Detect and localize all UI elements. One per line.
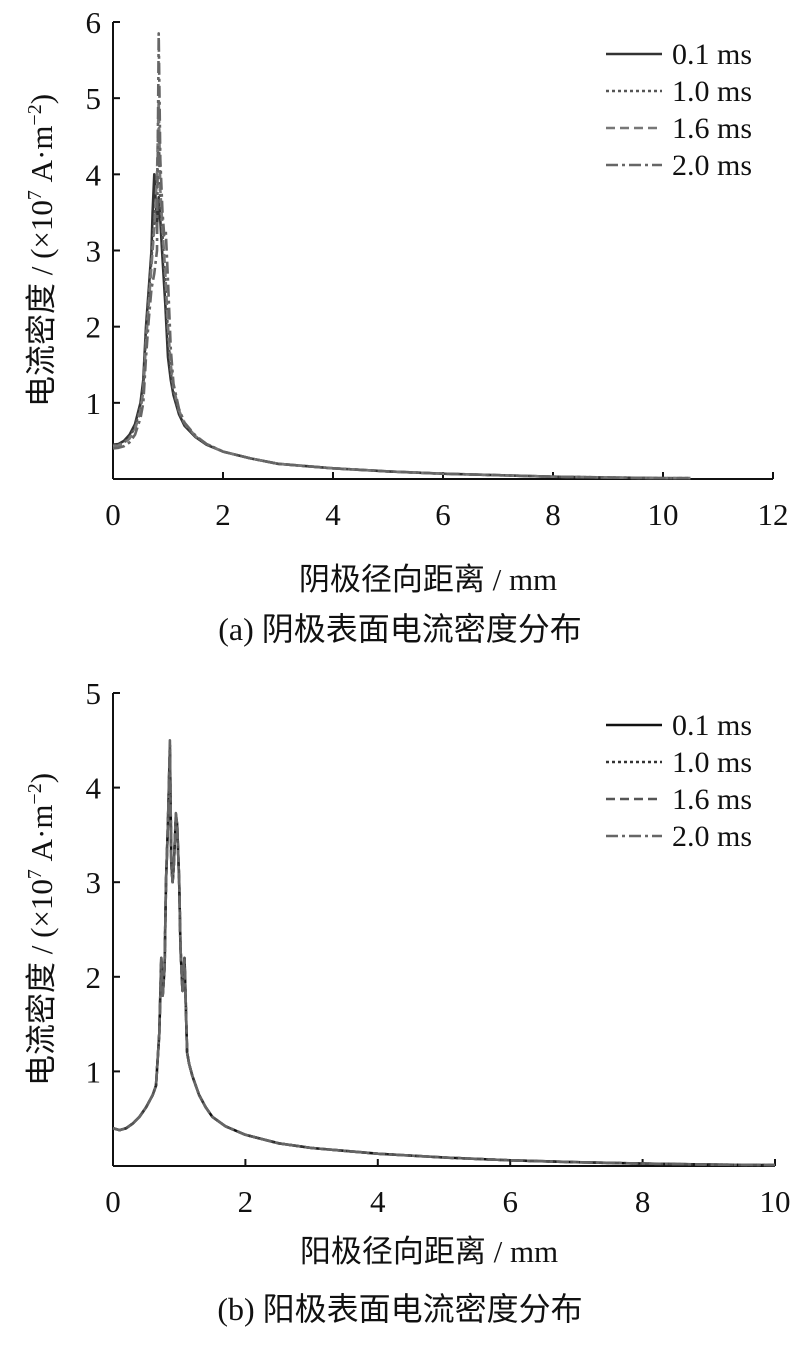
y-tick-label: 4 <box>86 157 102 192</box>
legend-label: 2.0 ms <box>672 149 752 182</box>
x-tick-label: 8 <box>635 1184 651 1219</box>
x-axis-title: 阳极径向距离 / mm <box>300 1234 558 1269</box>
legend-label: 0.1 ms <box>672 38 752 71</box>
y-tick-label: 3 <box>86 865 102 900</box>
x-tick-label: 2 <box>215 497 231 532</box>
x-tick-label: 2 <box>238 1184 254 1219</box>
y-tick-label: 3 <box>86 234 102 269</box>
x-tick-label: 8 <box>545 497 561 532</box>
y-tick-label: 1 <box>86 386 102 421</box>
legend-label: 1.0 ms <box>672 75 752 108</box>
x-tick-label: 4 <box>370 1184 386 1219</box>
legend-label: 0.1 ms <box>672 709 752 742</box>
x-tick-label: 0 <box>105 497 121 532</box>
series-line-1-6-ms <box>112 96 691 480</box>
legend-label: 1.0 ms <box>672 746 752 779</box>
y-tick-label: 5 <box>86 676 102 711</box>
legend-label: 1.6 ms <box>672 783 752 816</box>
x-tick-label: 4 <box>325 497 341 532</box>
y-tick-label: 6 <box>86 5 102 40</box>
y-axis-title: 电流密度 / (×107 A·m−2) <box>24 773 59 1086</box>
x-tick-label: 6 <box>502 1184 518 1219</box>
x-tick-label: 12 <box>758 497 789 532</box>
series-line-2-0-ms <box>112 739 776 1167</box>
x-tick-label: 10 <box>648 497 679 532</box>
x-axis-title: 阴极径向距离 / mm <box>299 562 557 597</box>
x-tick-label: 0 <box>105 1184 121 1219</box>
series-line-1-0-ms <box>112 127 691 480</box>
legend-label: 2.0 ms <box>672 820 752 853</box>
series-line-0-1-ms <box>112 173 691 480</box>
y-tick-label: 4 <box>86 771 102 806</box>
y-tick-label: 1 <box>86 1054 102 1089</box>
y-tick-label: 2 <box>86 310 102 345</box>
figure-caption: (a) 阴极表面电流密度分布 <box>218 611 582 647</box>
x-tick-label: 10 <box>760 1184 791 1219</box>
figure-caption: (b) 阳极表面电流密度分布 <box>217 1291 582 1327</box>
series-line-2-0-ms <box>112 32 691 480</box>
x-tick-label: 6 <box>435 497 451 532</box>
legend-label: 1.6 ms <box>672 112 752 145</box>
y-tick-label: 2 <box>86 960 102 995</box>
y-axis-title: 电流密度 / (×107 A·m−2) <box>24 94 59 407</box>
legend: 0.1 ms 1.0 ms 1.6 ms 2.0 ms <box>606 38 752 182</box>
y-tick-label: 5 <box>86 81 102 116</box>
legend: 0.1 ms 1.0 ms 1.6 ms 2.0 ms <box>606 709 752 853</box>
